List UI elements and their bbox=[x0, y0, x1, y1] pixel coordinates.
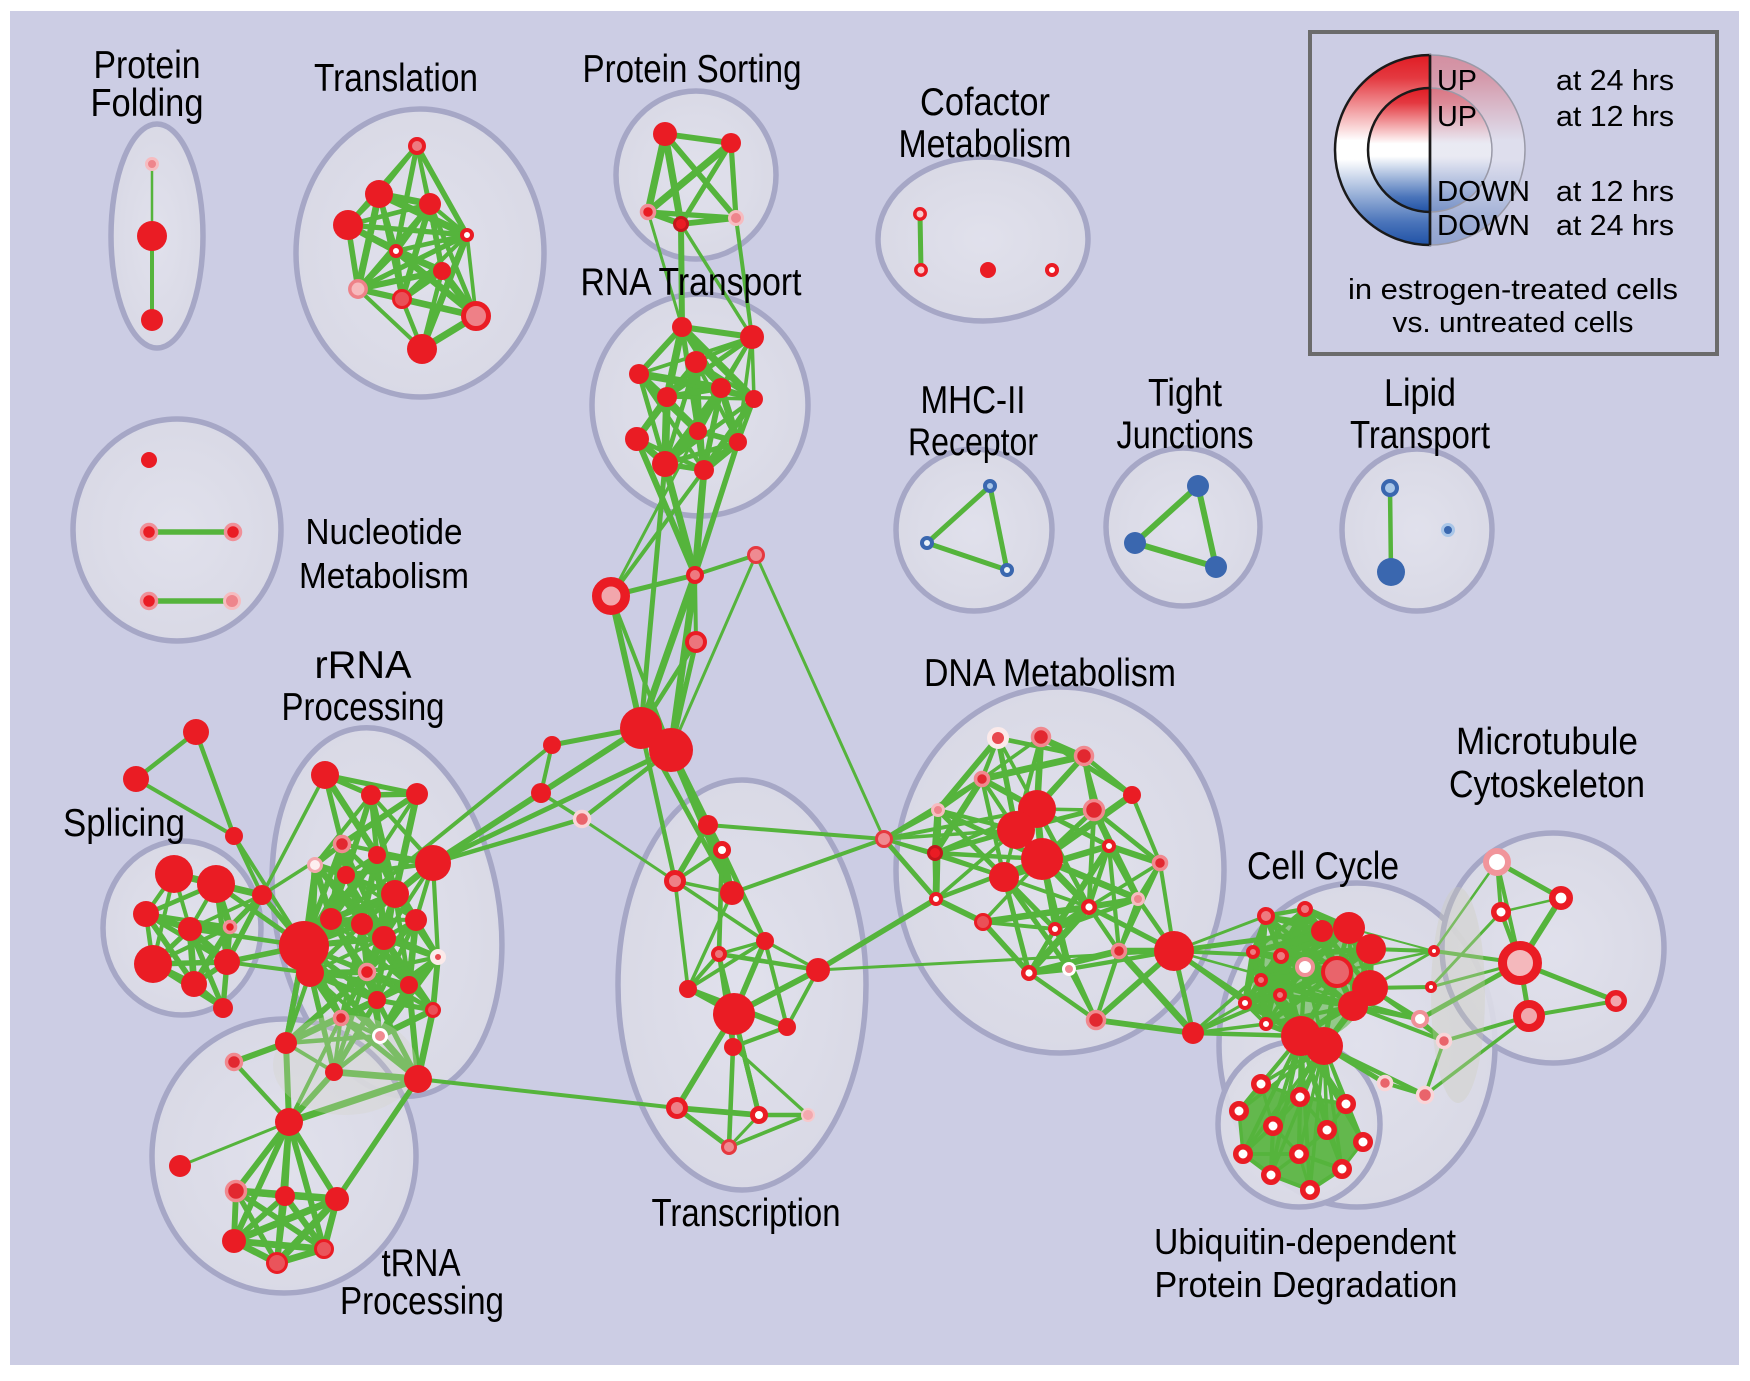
svg-text:Translation: Translation bbox=[314, 57, 478, 100]
svg-text:Processing: Processing bbox=[340, 1280, 504, 1323]
svg-text:at 24 hrs: at 24 hrs bbox=[1556, 65, 1674, 97]
svg-text:Microtubule: Microtubule bbox=[1456, 721, 1638, 763]
svg-text:DOWN: DOWN bbox=[1437, 176, 1530, 208]
svg-text:Nucleotide: Nucleotide bbox=[306, 511, 463, 552]
svg-text:Splicing: Splicing bbox=[63, 802, 185, 845]
svg-text:RNA Transport: RNA Transport bbox=[581, 261, 802, 304]
svg-text:Metabolism: Metabolism bbox=[899, 123, 1072, 166]
svg-text:Lipid: Lipid bbox=[1384, 372, 1456, 415]
svg-text:Metabolism: Metabolism bbox=[299, 555, 469, 596]
svg-text:Folding: Folding bbox=[91, 82, 204, 125]
svg-text:Ubiquitin-dependent: Ubiquitin-dependent bbox=[1154, 1221, 1456, 1262]
svg-text:DOWN: DOWN bbox=[1437, 210, 1530, 242]
svg-text:UP: UP bbox=[1437, 101, 1477, 133]
svg-text:rRNA: rRNA bbox=[315, 644, 412, 687]
svg-text:Transport: Transport bbox=[1350, 414, 1490, 457]
svg-text:Cell Cycle: Cell Cycle bbox=[1247, 845, 1399, 888]
svg-text:Junctions: Junctions bbox=[1117, 414, 1254, 457]
svg-text:Tight: Tight bbox=[1148, 372, 1222, 415]
svg-text:DNA Metabolism: DNA Metabolism bbox=[924, 652, 1176, 695]
svg-text:at 12 hrs: at 12 hrs bbox=[1556, 176, 1674, 208]
svg-text:Cofactor: Cofactor bbox=[920, 81, 1050, 124]
svg-text:MHC-II: MHC-II bbox=[921, 379, 1026, 422]
svg-text:Cytoskeleton: Cytoskeleton bbox=[1449, 764, 1645, 806]
svg-text:at 24 hrs: at 24 hrs bbox=[1556, 210, 1674, 242]
svg-text:Protein Degradation: Protein Degradation bbox=[1155, 1264, 1458, 1305]
svg-text:UP: UP bbox=[1437, 65, 1477, 97]
svg-text:in estrogen-treated cells: in estrogen-treated cells bbox=[1348, 274, 1678, 306]
svg-text:vs. untreated cells: vs. untreated cells bbox=[1393, 307, 1634, 339]
svg-text:tRNA: tRNA bbox=[382, 1242, 461, 1285]
svg-text:Protein: Protein bbox=[94, 44, 201, 87]
svg-text:at 12 hrs: at 12 hrs bbox=[1556, 101, 1674, 133]
svg-text:Protein Sorting: Protein Sorting bbox=[583, 48, 802, 91]
svg-text:Processing: Processing bbox=[282, 686, 445, 729]
svg-text:Transcription: Transcription bbox=[652, 1192, 841, 1235]
svg-text:Receptor: Receptor bbox=[908, 421, 1038, 464]
